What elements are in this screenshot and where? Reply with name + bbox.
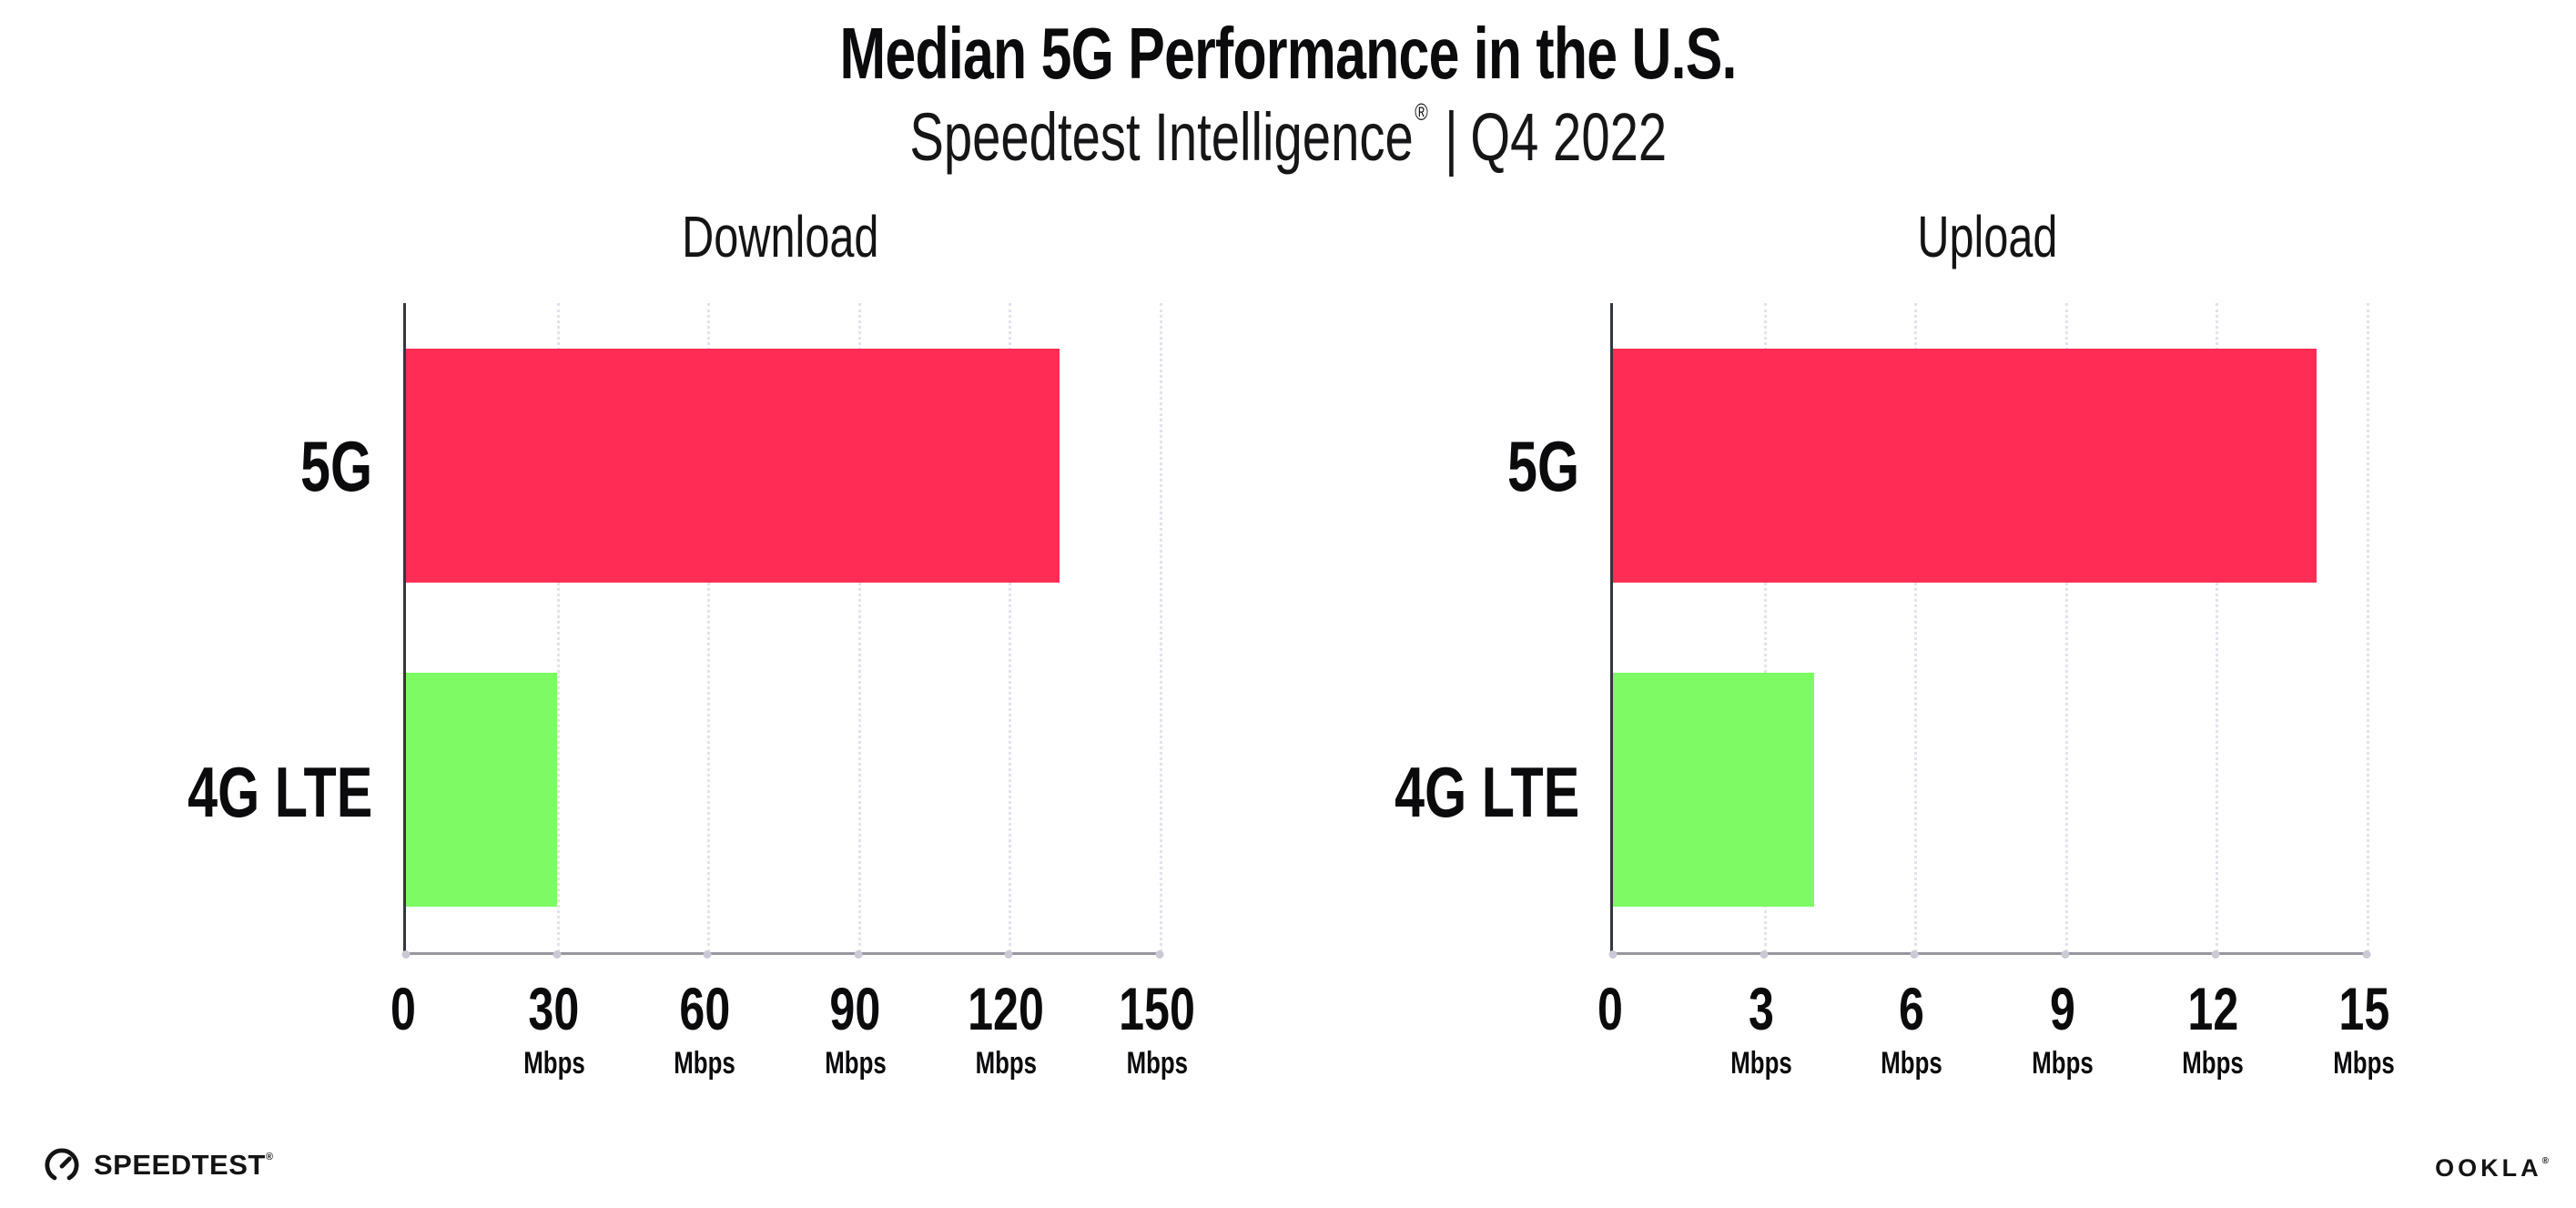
speedtest-gauge-icon [45,1148,79,1181]
gridline [857,303,861,953]
y-category-label: 4G LTE [1394,752,1579,833]
axis-tick-dot [2362,950,2371,959]
y-axis-labels: 5G 4G LTE [1284,303,1610,955]
ookla-trademark-icon: ® [2541,1156,2549,1166]
page-subtitle: Speedtest Intelligence® | Q4 2022 [0,97,2576,178]
x-tick-label: 15 Mbps [2324,979,2405,1079]
gridline [1914,303,1918,953]
subtitle-separator: | [1444,97,1458,178]
x-tick-unit: Mbps [2182,1046,2245,1081]
gridline [1763,303,1767,953]
ookla-logo: OOKLA® [2435,1154,2549,1183]
y-axis-labels: 5G 4G LTE [77,303,403,955]
axis-tick-dot [854,950,863,959]
x-tick-unit: Mbps [522,1046,585,1081]
x-tick-unit: Mbps [1126,1046,1188,1081]
y-category-label: 5G [1506,426,1579,507]
charts-row: Download 5G 4G LTE 0 30 Mbps 60 Mbps 90 Mbps 120… [0,202,2576,1101]
subtitle-brand: Speedtest Intelligence [909,99,1414,176]
gridline [1160,303,1162,953]
bar-4g-lte [1613,673,1814,908]
ookla-wordmark: OOKLA [2435,1154,2542,1182]
x-tick-label: 9 Mbps [2022,979,2103,1079]
axis-tick-dot [1155,950,1164,959]
y-category-label: 4G LTE [187,752,372,833]
bar-4g-lte [406,673,557,908]
axis-tick-dot [1608,950,1618,959]
x-tick-unit: Mbps [2032,1046,2094,1081]
x-tick-label: 6 Mbps [1871,979,1952,1079]
speedtest-wordmark: SPEEDTEST® [94,1149,274,1181]
x-tick-label: 12 Mbps [2173,979,2254,1079]
x-tick-label: 0 [390,975,416,1043]
gridline [2216,303,2219,953]
x-axis-upload: 0 3 Mbps 6 Mbps 9 Mbps 12 Mbps 15 Mbps [1597,955,2395,1101]
x-tick-unit: Mbps [1729,1046,1792,1081]
gridline [2367,303,2369,953]
axis-tick-dot [2061,950,2070,959]
x-tick-unit: Mbps [674,1046,735,1081]
chart-title-download: Download [681,204,879,270]
x-tick-label: 150 Mbps [1107,979,1207,1079]
x-tick-label: 3 Mbps [1720,979,1801,1079]
chart-upload: Upload 5G 4G LTE 0 3 Mbps 6 Mbps 9 Mbps 12 Mbps 15… [1284,202,2395,1101]
subtitle-period: Q4 2022 [1470,99,1667,176]
x-tick-label: 60 Mbps [664,979,745,1079]
x-tick-unit: Mbps [825,1046,887,1081]
x-tick-label: 90 Mbps [815,979,896,1079]
gridline [707,303,711,953]
page-title: Median 5G Performance in the U.S. [839,13,1737,94]
gridline [2064,303,2068,953]
gridline [556,303,560,953]
chart-title-upload: Upload [1916,204,2058,270]
axis-tick-dot [1910,950,1919,959]
speedtest-trademark-icon: ® [265,1152,274,1162]
x-tick-unit: Mbps [1881,1046,1942,1081]
plot-area-download [401,303,1164,959]
axis-tick-dot [1760,950,1769,959]
x-tick-label: 30 Mbps [513,979,594,1079]
x-tick-unit: Mbps [975,1046,1038,1081]
axis-tick-dot [1004,950,1013,959]
axis-tick-dot [2211,950,2220,959]
x-tick-unit: Mbps [2333,1046,2395,1081]
gridline [1009,303,1012,953]
axis-tick-dot [401,950,411,959]
registered-mark-icon: ® [1415,98,1428,127]
plot-area-upload [1608,303,2371,959]
chart-download: Download 5G 4G LTE 0 30 Mbps 60 Mbps 90 Mbps 120… [77,202,1195,1101]
axis-tick-dot [703,950,712,959]
bar-5g [1613,348,2317,583]
report-header: Median 5G Performance in the U.S. Speedt… [0,11,2576,177]
axis-tick-dot [553,950,562,959]
x-tick-label: 0 [1597,975,1623,1043]
bar-5g [406,348,1060,583]
y-category-label: 5G [299,426,372,507]
x-axis-download: 0 30 Mbps 60 Mbps 90 Mbps 120 Mbps 150 Mbps [390,955,1195,1101]
speedtest-logo: SPEEDTEST® [41,1144,273,1186]
x-tick-label: 120 Mbps [956,979,1056,1079]
